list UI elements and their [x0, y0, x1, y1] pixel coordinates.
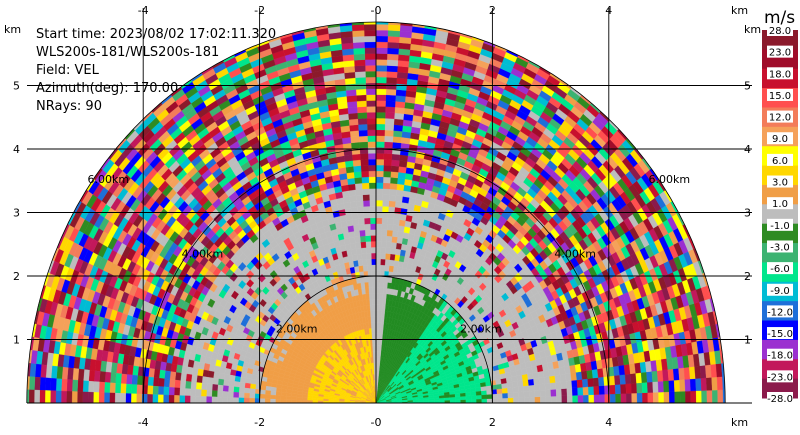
colorbar-label: 18.0 — [769, 69, 791, 80]
nrays: NRays: 90 — [36, 99, 102, 114]
colorbar-label: -9.0 — [770, 286, 790, 297]
y-tick-left: 4 — [13, 143, 20, 156]
colorbar-label: 23.0 — [769, 48, 791, 59]
unit-bottom-right: km — [731, 416, 748, 429]
colorbar-label-bg — [767, 392, 793, 404]
x-tick-bottom: -4 — [138, 416, 149, 429]
x-tick-top: -2 — [254, 4, 265, 17]
x-tick-top: 4 — [605, 4, 612, 17]
colorbar-label: 3.0 — [772, 178, 788, 189]
x-tick-top: -4 — [138, 4, 149, 17]
colorbar-label-bg — [767, 153, 793, 166]
field-name: Field: VEL — [36, 63, 99, 78]
colorbar-label: 15.0 — [769, 91, 791, 102]
colorbar-label-bg — [767, 218, 793, 231]
y-tick-left: 2 — [13, 270, 20, 283]
colorbar-label: -1.0 — [770, 221, 790, 232]
x-tick-bottom: 4 — [605, 416, 612, 429]
y-tick-right: 1 — [744, 334, 751, 347]
x-tick-top: 2 — [489, 4, 496, 17]
colorbar-label: 9.0 — [772, 134, 788, 145]
y-tick-left: 1 — [13, 334, 20, 347]
colorbar-label-bg — [767, 88, 793, 101]
colorbar-label-bg — [767, 262, 793, 275]
colorbar-label: -23.0 — [767, 372, 793, 383]
colorbar-label-bg — [767, 175, 793, 188]
scan-info: Start time: 2023/08/02 17:02:11.320 WLS2… — [36, 26, 276, 116]
azimuth: Azimuth(deg): 170.00 — [36, 81, 179, 96]
x-tick-bottom: 2 — [489, 416, 496, 429]
x-tick-bottom: -2 — [254, 416, 265, 429]
colorbar-label: -15.0 — [767, 329, 793, 340]
colorbar-label-bg — [767, 348, 793, 361]
start-time: Start time: 2023/08/02 17:02:11.320 — [36, 27, 277, 42]
range-ring-label: 6.00km — [649, 173, 691, 186]
colorbar-label: -12.0 — [767, 307, 793, 318]
range-ring-label: 2.00km — [276, 322, 318, 335]
colorbar-label: 28.0 — [769, 26, 791, 37]
range-rings: 2.00km 2.00km 4.00km 4.00km 6.00km 6.00km — [26, 21, 726, 404]
grid-lines — [27, 8, 752, 404]
range-ring — [259, 275, 493, 404]
colorbar-label-bg — [767, 45, 793, 58]
y-tick-right: 3 — [744, 207, 751, 220]
colorbar-label-bg — [767, 305, 793, 318]
colorbar-label-bg — [767, 197, 793, 210]
unit-top-left: km — [4, 23, 21, 36]
range-ring-label: 4.00km — [554, 248, 596, 261]
velocity-field — [27, 22, 725, 403]
range-ring-label: 2.00km — [460, 322, 502, 335]
colorbar-label: 12.0 — [769, 113, 791, 124]
y-tick-right: 4 — [744, 143, 751, 156]
colorbar: 28.0 23.0 18.0 15.0 12.0 9.0 6.0 3.0 1.0 -1.0 -3.0… — [762, 24, 798, 405]
range-ring — [26, 21, 726, 404]
y-tick-right: 2 — [744, 270, 751, 283]
range-ring-label: 4.00km — [182, 248, 224, 261]
instrument-name: WLS200s-181/WLS200s-181 — [36, 45, 220, 60]
colorbar-label-bg — [767, 240, 793, 253]
unit-right: km — [744, 23, 761, 36]
y-tick-left: 5 — [13, 80, 20, 93]
colorbar-label-bg — [767, 327, 793, 340]
y-tick-left: 3 — [13, 207, 20, 220]
x-tick-top: -0 — [371, 4, 382, 17]
colorbar-label-bg — [767, 110, 793, 123]
colorbar-label: -6.0 — [770, 264, 790, 275]
colorbar-label-bg — [767, 67, 793, 80]
colorbar-label-bg — [767, 132, 793, 145]
colorbar-label: 1.0 — [772, 199, 788, 210]
y-tick-right: 5 — [744, 80, 751, 93]
colorbar-label: -3.0 — [770, 242, 790, 253]
colorbar-label-bg — [767, 24, 793, 36]
unit-top-right: km — [731, 4, 748, 17]
x-tick-bottom: -0 — [371, 416, 382, 429]
range-ring-label: 6.00km — [87, 173, 129, 186]
colorbar-label: 6.0 — [772, 156, 788, 167]
colorbar-label: -18.0 — [767, 351, 793, 362]
colorbar-label-bg — [767, 370, 793, 383]
range-ring — [142, 148, 610, 404]
colorbar-label-bg — [767, 283, 793, 296]
colorbar-label: -28.0 — [767, 394, 793, 405]
axis-ticks: -4 -4 -2 -2 -0 -0 2 2 4 4 1 1 2 2 3 3 4 4 5 5 km km km km — [4, 4, 761, 429]
colorbar-title: m/s — [764, 8, 796, 28]
